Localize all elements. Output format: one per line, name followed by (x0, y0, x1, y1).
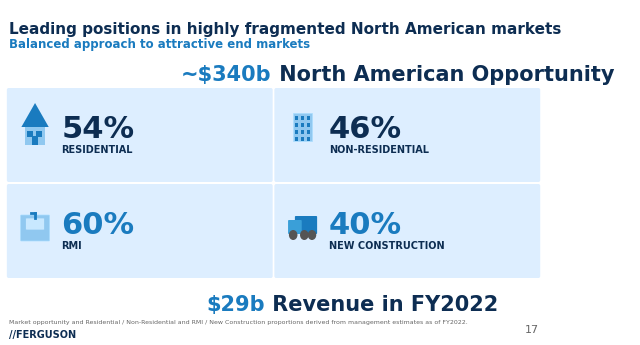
Text: Revenue in FY2022: Revenue in FY2022 (265, 295, 498, 315)
FancyBboxPatch shape (307, 116, 310, 120)
Text: 46%: 46% (329, 115, 402, 144)
Text: North American Opportunity: North American Opportunity (272, 65, 614, 85)
Text: $29b: $29b (206, 295, 265, 315)
FancyBboxPatch shape (301, 137, 304, 141)
FancyBboxPatch shape (20, 215, 49, 241)
FancyBboxPatch shape (301, 130, 304, 134)
FancyBboxPatch shape (25, 127, 45, 145)
FancyBboxPatch shape (307, 130, 310, 134)
Text: 40%: 40% (329, 211, 402, 240)
Circle shape (300, 230, 308, 240)
Text: 60%: 60% (61, 211, 134, 240)
FancyBboxPatch shape (295, 123, 298, 127)
FancyBboxPatch shape (301, 116, 304, 120)
FancyBboxPatch shape (36, 131, 42, 137)
Text: Market opportunity and Residential / Non-Residential and RMI / New Construction : Market opportunity and Residential / Non… (8, 320, 467, 325)
FancyBboxPatch shape (295, 137, 298, 141)
Circle shape (308, 230, 316, 240)
Text: 54%: 54% (61, 115, 134, 144)
FancyBboxPatch shape (307, 137, 310, 141)
FancyBboxPatch shape (26, 218, 44, 230)
Text: ~$340b: ~$340b (181, 65, 272, 85)
Text: NON-RESIDENTIAL: NON-RESIDENTIAL (329, 145, 429, 155)
Text: Leading positions in highly fragmented North American markets: Leading positions in highly fragmented N… (8, 22, 561, 37)
Text: //FERGUSON: //FERGUSON (8, 330, 76, 340)
FancyBboxPatch shape (275, 184, 540, 278)
FancyBboxPatch shape (295, 116, 298, 120)
Text: RESIDENTIAL: RESIDENTIAL (61, 145, 133, 155)
Text: RMI: RMI (61, 241, 82, 251)
Text: NEW CONSTRUCTION: NEW CONSTRUCTION (329, 241, 445, 251)
FancyBboxPatch shape (7, 184, 273, 278)
FancyBboxPatch shape (295, 216, 317, 234)
FancyBboxPatch shape (295, 130, 298, 134)
FancyBboxPatch shape (307, 123, 310, 127)
FancyBboxPatch shape (7, 88, 273, 182)
FancyBboxPatch shape (31, 136, 38, 145)
Circle shape (289, 230, 298, 240)
Text: 17: 17 (524, 325, 538, 335)
Polygon shape (21, 103, 49, 127)
FancyBboxPatch shape (301, 123, 304, 127)
FancyBboxPatch shape (275, 88, 540, 182)
Text: Balanced approach to attractive end markets: Balanced approach to attractive end mark… (8, 38, 310, 51)
FancyBboxPatch shape (293, 113, 312, 141)
FancyBboxPatch shape (28, 131, 33, 137)
FancyBboxPatch shape (288, 220, 301, 234)
